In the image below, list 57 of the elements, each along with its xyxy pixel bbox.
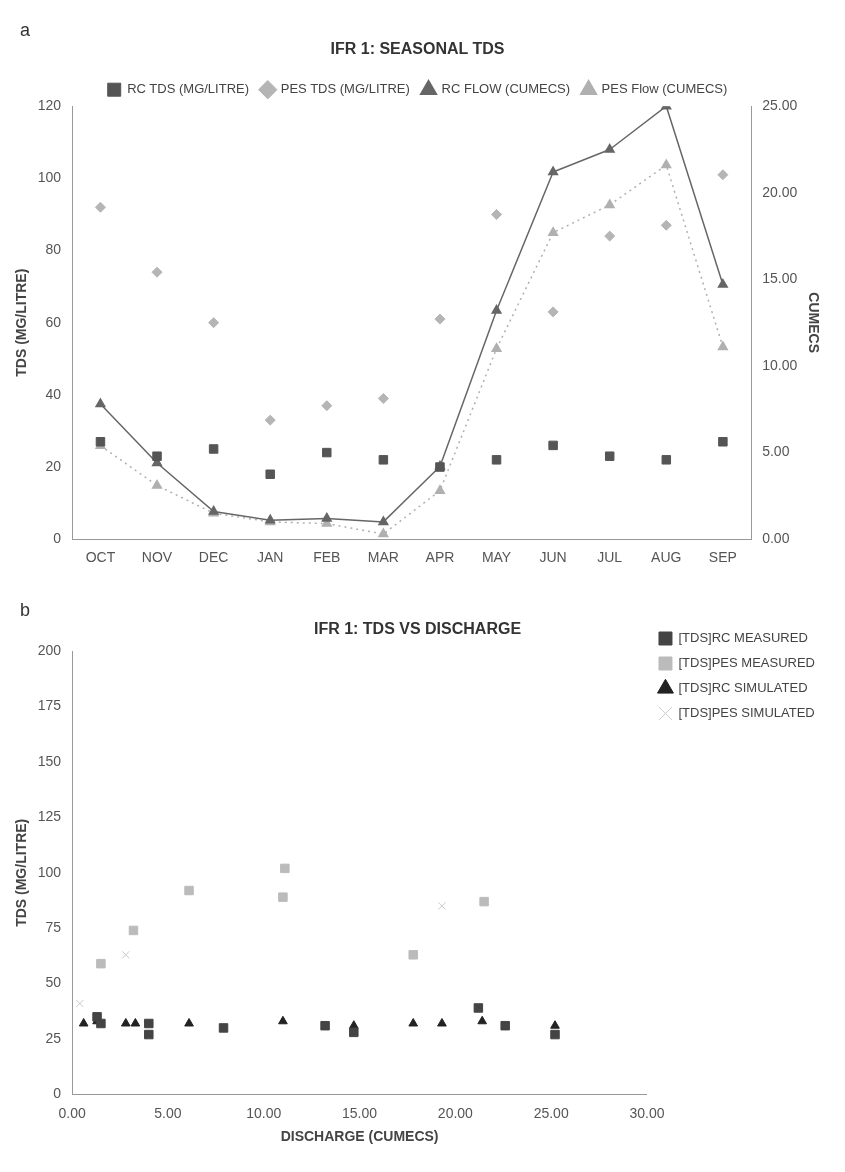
x-tick-label: 10.00 [246, 1104, 282, 1121]
y2-tick-label: 20.00 [762, 183, 798, 200]
x-tick-label: 0.00 [58, 1104, 86, 1121]
y-tick-label: 150 [37, 752, 62, 769]
y-tick-label: 0 [53, 530, 62, 547]
legend-label: PES Flow (CUMECS) [601, 81, 728, 97]
y-tick-label: 0 [53, 1085, 62, 1102]
text: a [19, 19, 31, 40]
x-tick-label: OCT [85, 549, 116, 566]
y-tick-label: 50 [45, 974, 62, 991]
legend-label: RC TDS (MG/LITRE) [127, 81, 250, 97]
y2-tick-label: 25.00 [762, 97, 798, 114]
x-tick-label: APR [425, 549, 455, 566]
legend-label: PES TDS (MG/LITRE) [280, 81, 410, 97]
y2-tick-label: 15.00 [762, 270, 798, 287]
x-tick-label: SEP [708, 549, 737, 566]
x-tick-label: AUG [651, 549, 682, 566]
legend-label: RC FLOW (CUMECS) [441, 81, 571, 97]
x-tick-label: NOV [141, 549, 173, 566]
y-axis-title: TDS (MG/LITRE) [13, 268, 30, 377]
y-tick-label: 60 [45, 313, 62, 330]
chart-title: IFR 1: SEASONAL TDS [330, 40, 505, 58]
x-tick-label: JUL [597, 549, 623, 566]
y2-tick-label: 5.00 [762, 443, 790, 460]
x-tick-label: MAY [481, 549, 512, 566]
y2-tick-label: 10.00 [762, 356, 798, 373]
y-tick-label: 125 [37, 808, 62, 825]
y-tick-label: 25 [45, 1029, 62, 1046]
x-tick-label: MAR [367, 549, 399, 566]
y2-tick-label: 0.00 [762, 530, 790, 547]
chart-title: IFR 1: TDS VS DISCHARGE [313, 620, 522, 638]
y-axis-title: TDS (MG/LITRE) [13, 818, 30, 927]
legend-label: [TDS]PES SIMULATED [678, 705, 815, 721]
y-tick-label: 100 [37, 863, 62, 880]
y-tick-label: 100 [37, 169, 62, 186]
y-tick-label: 75 [45, 919, 62, 936]
legend-label: [TDS]RC SIMULATED [678, 680, 808, 696]
x-tick-label: 20.00 [437, 1104, 474, 1121]
x-tick-label: DEC [198, 549, 229, 566]
y-tick-label: 120 [37, 97, 62, 114]
legend-label: [TDS]PES MEASURED [678, 655, 816, 671]
y-tick-label: 80 [45, 241, 62, 258]
y-tick-label: 175 [37, 697, 62, 714]
x-tick-label: 25.00 [533, 1104, 569, 1121]
text: b [19, 599, 31, 620]
x-tick-label: FEB [313, 549, 341, 566]
legend-label: [TDS]RC MEASURED [678, 630, 808, 646]
x-tick-label: JAN [256, 549, 284, 566]
x-axis-title: DISCHARGE (CUMECS) [280, 1128, 439, 1145]
x-tick-label: 15.00 [342, 1104, 378, 1121]
y-tick-label: 40 [45, 385, 62, 402]
x-tick-label: JUN [539, 549, 567, 566]
x-tick-label: 30.00 [629, 1104, 665, 1121]
y2-axis-title: CUMECS [805, 292, 822, 354]
y-tick-label: 20 [45, 457, 62, 474]
x-tick-label: 5.00 [154, 1104, 182, 1121]
y-tick-label: 200 [37, 642, 62, 659]
